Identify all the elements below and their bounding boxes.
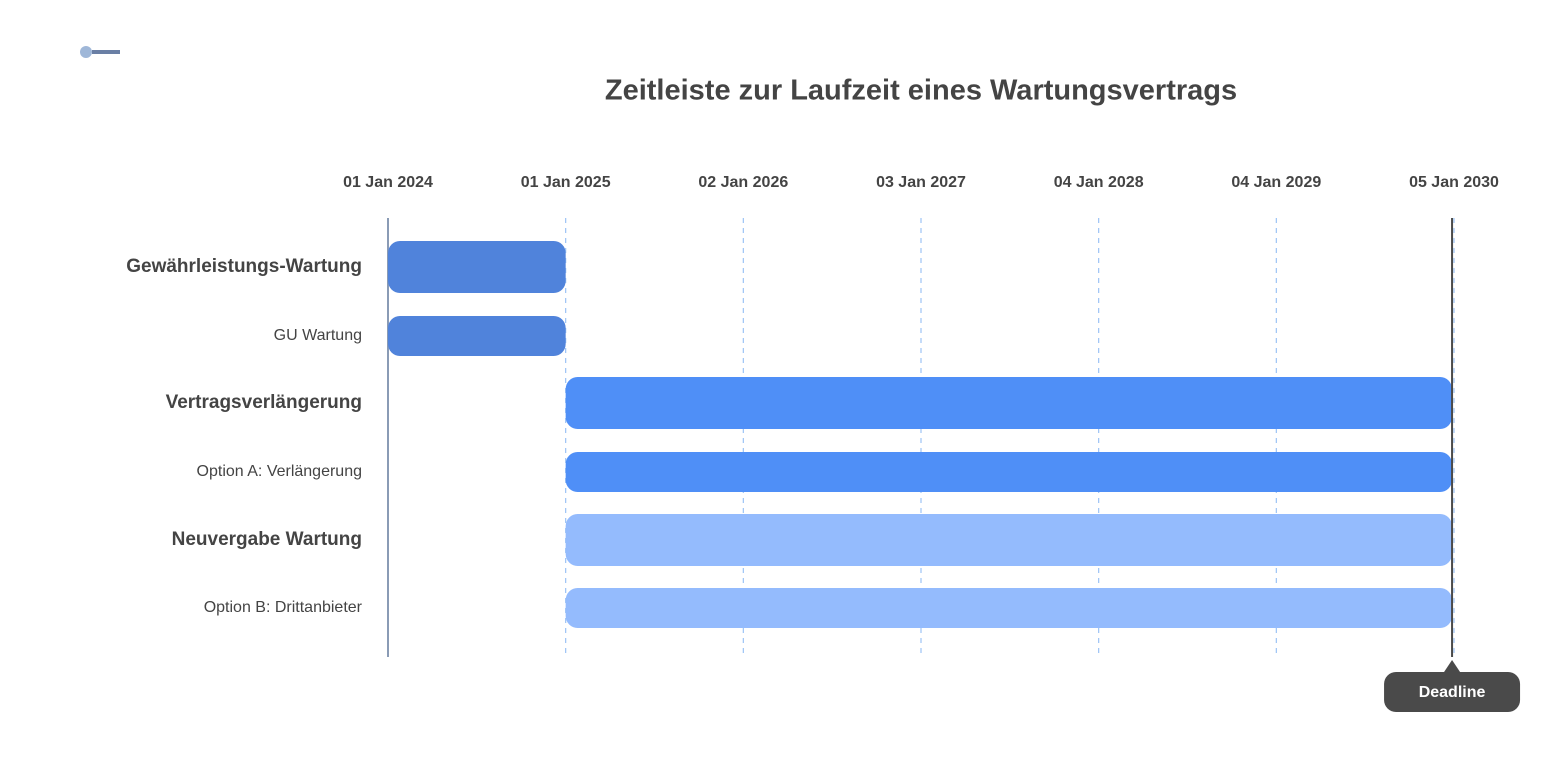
task-bar [388, 316, 566, 356]
logo [80, 46, 120, 58]
task-label: Gewährleistungs-Wartung [126, 256, 362, 277]
task-label: GU Wartung [274, 327, 362, 344]
x-tick-label: 02 Jan 2026 [698, 174, 788, 191]
x-tick-label: 05 Jan 2030 [1409, 174, 1499, 191]
deadline-pointer [1444, 660, 1461, 672]
task-bar [565, 452, 1453, 492]
x-tick-label: 04 Jan 2029 [1231, 174, 1321, 191]
task-label: Option B: Drittanbieter [204, 599, 363, 616]
task-bar [565, 588, 1453, 628]
task-label: Vertragsverlängerung [166, 392, 362, 413]
task-label: Neuvergabe Wartung [172, 529, 362, 550]
task-bar [565, 377, 1453, 429]
x-tick-label: 01 Jan 2024 [343, 174, 433, 191]
x-tick-label: 03 Jan 2027 [876, 174, 966, 191]
deadline-label: Deadline [1419, 684, 1486, 701]
deadline-box [1384, 672, 1521, 712]
task-bar [565, 514, 1453, 566]
x-tick-label: 01 Jan 2025 [521, 174, 611, 191]
x-tick-label: 04 Jan 2028 [1054, 174, 1144, 191]
task-bar [388, 241, 566, 293]
chart-title: Zeitleiste zur Laufzeit eines Wartungsve… [605, 75, 1237, 107]
task-label: Option A: Verlängerung [197, 463, 362, 480]
